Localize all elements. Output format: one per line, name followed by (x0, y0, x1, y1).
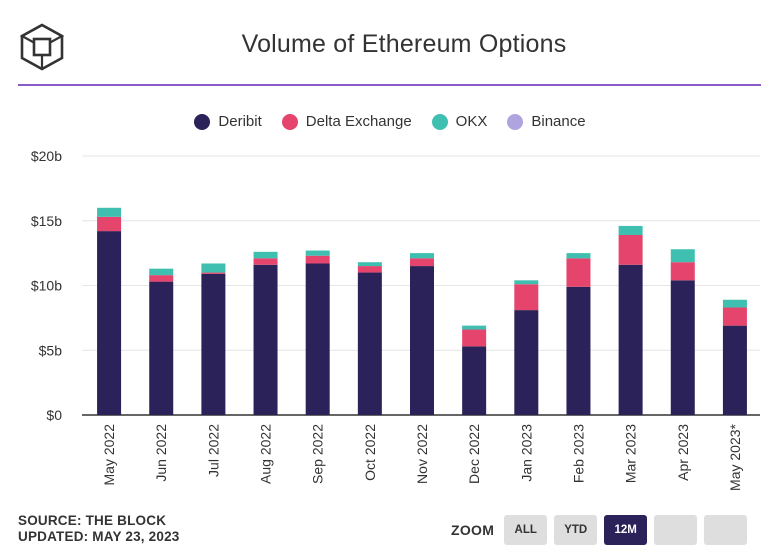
bar-delta-exchange (410, 258, 434, 267)
legend-label: Deribit (218, 113, 262, 130)
legend-marker (194, 113, 211, 130)
bar-deribit (149, 281, 174, 415)
bar-okx (618, 225, 643, 235)
bar-deribit (97, 231, 122, 415)
y-tick-label: $5b (39, 342, 63, 358)
bar-deribit (357, 272, 382, 415)
bar-okx (462, 325, 487, 330)
bar-okx (97, 207, 122, 217)
zoom-ytd-button[interactable]: YTD (554, 515, 598, 545)
the-block-logo-icon (19, 23, 65, 71)
chart-legend: Deribit Delta Exchange OKX Binance (0, 113, 780, 130)
bar-deribit (566, 286, 591, 415)
bar-delta-exchange (253, 258, 278, 265)
chart-title: Volume of Ethereum Options (241, 30, 567, 58)
legend-item-delta-exchange[interactable]: Delta Exchange (281, 113, 412, 130)
bar-delta-exchange (566, 258, 591, 287)
zoom-extra-button-2[interactable] (704, 515, 748, 545)
bar-deribit (305, 263, 330, 415)
x-tick-label: Aug 2022 (258, 424, 274, 484)
bar-delta-exchange (462, 329, 487, 347)
source-label: SOURCE: THE BLOCK (18, 513, 167, 528)
legend-marker (431, 113, 448, 130)
bar-okx (670, 249, 695, 263)
bar-deribit (410, 266, 434, 415)
legend-label: Binance (531, 113, 586, 130)
zoom-extra-button-1[interactable] (654, 515, 698, 545)
x-tick-label: Apr 2023 (675, 424, 691, 481)
y-tick-label: $20b (31, 148, 62, 164)
legend-marker (281, 113, 298, 130)
bar-delta-exchange (97, 216, 122, 232)
y-tick-label: $10b (31, 278, 62, 294)
x-tick-label: Jan 2023 (518, 424, 534, 482)
legend-item-okx[interactable]: OKX (431, 113, 488, 130)
legend-item-deribit[interactable]: Deribit (194, 113, 262, 130)
x-tick-label: Dec 2022 (466, 424, 482, 484)
bar-deribit (670, 280, 695, 415)
zoom-12m-button[interactable]: 12M (604, 515, 648, 545)
bar-delta-exchange (305, 255, 330, 264)
x-tick-label: May 2022 (101, 424, 117, 486)
x-tick-label: Mar 2023 (623, 424, 639, 483)
bar-deribit (514, 310, 539, 415)
bar-delta-exchange (670, 262, 695, 281)
y-tick-label: $0 (46, 407, 62, 423)
bar-okx (253, 251, 278, 259)
updated-label: UPDATED: MAY 23, 2023 (18, 529, 180, 544)
x-tick-label: Jun 2022 (153, 424, 169, 482)
bar-delta-exchange (149, 275, 174, 282)
bar-delta-exchange (722, 307, 747, 326)
bar-deribit (462, 346, 487, 415)
title-divider (18, 84, 761, 86)
x-tick-label: May 2023* (727, 423, 743, 490)
bar-deribit (253, 264, 278, 415)
bar-okx (410, 253, 434, 259)
bar-okx (149, 268, 174, 276)
bar-delta-exchange (514, 284, 539, 311)
bar-okx (514, 280, 539, 285)
y-tick-label: $15b (31, 213, 62, 229)
bar-okx (201, 263, 226, 273)
legend-marker (507, 113, 524, 130)
bar-okx (566, 253, 591, 259)
bar-deribit (618, 264, 643, 415)
bar-deribit (722, 325, 747, 415)
x-tick-label: Oct 2022 (362, 424, 378, 481)
bar-delta-exchange (357, 266, 382, 273)
x-tick-label: Jul 2022 (205, 424, 221, 477)
bar-okx (722, 299, 747, 308)
zoom-all-button[interactable]: ALL (504, 515, 548, 545)
x-tick-label: Sep 2022 (310, 424, 326, 484)
x-tick-label: Feb 2023 (570, 424, 586, 483)
bar-deribit (201, 273, 226, 415)
zoom-controls: ZOOM ALL YTD 12M (451, 515, 754, 545)
zoom-label: ZOOM (451, 522, 495, 538)
bar-okx (357, 262, 382, 267)
x-tick-label: Nov 2022 (414, 424, 430, 484)
source-note: SOURCE: THE BLOCK UPDATED: MAY 23, 2023 (18, 513, 180, 545)
legend-label: OKX (455, 113, 488, 130)
legend-item-binance[interactable]: Binance (507, 113, 586, 130)
bar-delta-exchange (201, 272, 226, 274)
legend-label: Delta Exchange (305, 113, 412, 130)
bar-okx (305, 250, 330, 256)
bar-delta-exchange (618, 234, 643, 265)
